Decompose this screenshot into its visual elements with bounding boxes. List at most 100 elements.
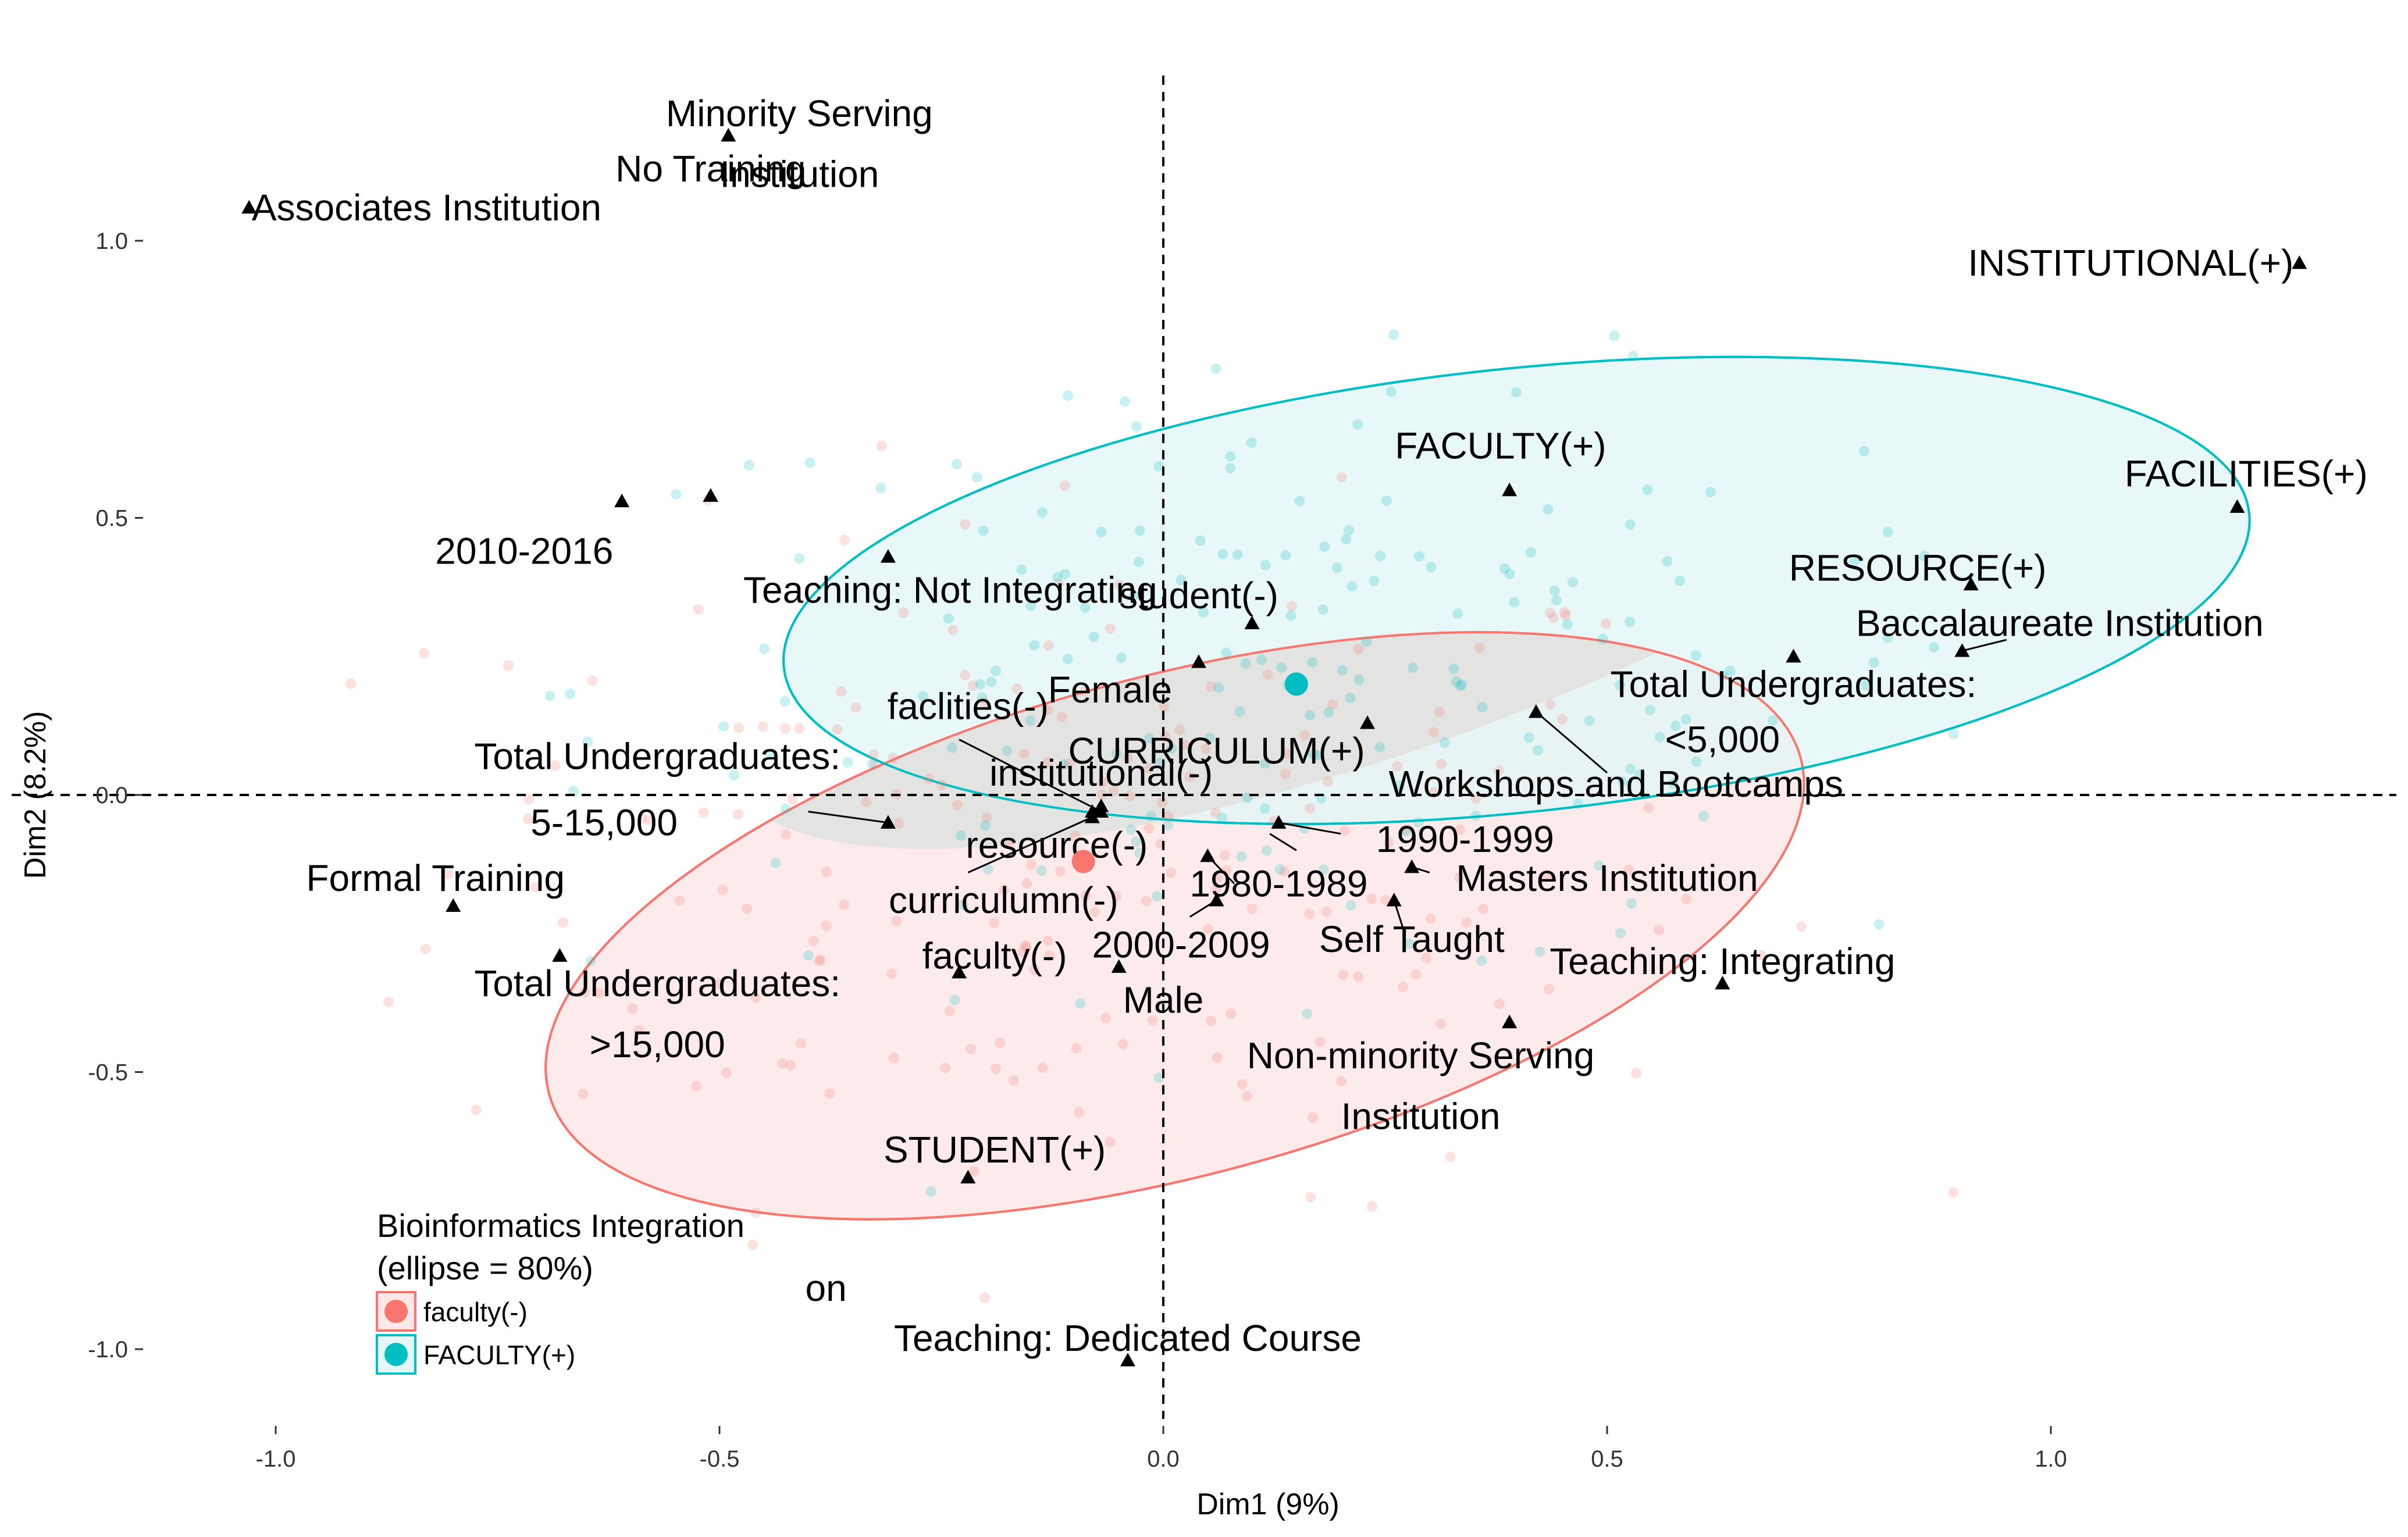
y-axis-title: Dim2 (8.2%) — [19, 711, 52, 879]
individual-point — [594, 987, 605, 998]
individual-point — [718, 721, 729, 732]
individual-point — [1344, 525, 1355, 536]
individual-point — [1321, 906, 1332, 917]
individual-point — [821, 866, 832, 878]
individual-point — [971, 472, 982, 483]
individual-point — [1020, 940, 1031, 951]
individual-point — [420, 944, 431, 955]
leader-line — [1962, 639, 2007, 652]
variable-marker — [1963, 576, 1979, 591]
variable-label-self-taught: Self Taught — [1319, 918, 1505, 960]
individual-point — [1352, 419, 1363, 430]
individual-point — [1200, 743, 1211, 754]
variable-label-5-000: <5,000 — [1665, 719, 1780, 761]
individual-point — [523, 813, 534, 824]
individual-point — [565, 688, 576, 699]
individual-point — [419, 648, 430, 659]
y-tick-label: 1.0 — [95, 229, 128, 254]
individual-point — [1043, 640, 1054, 651]
variable-label-female: Female — [1048, 669, 1172, 711]
variable-label-male: Male — [1123, 979, 1204, 1021]
individual-point — [982, 864, 993, 875]
individual-point — [1210, 363, 1221, 374]
individual-point — [949, 995, 960, 1006]
legend: Bioinformatics Integration (ellipse = 80… — [376, 1207, 745, 1375]
individual-point — [1318, 864, 1329, 875]
individual-point — [671, 488, 682, 500]
y-tick-label: 0.5 — [95, 506, 128, 532]
individual-point — [1075, 998, 1086, 1009]
individual-point — [1375, 551, 1386, 562]
individual-point — [443, 869, 454, 880]
individual-point — [998, 884, 1009, 895]
individual-point — [1526, 547, 1537, 558]
variable-label-institution: Institution — [1341, 1096, 1501, 1137]
variable-marker — [703, 488, 718, 502]
individual-point — [1662, 556, 1673, 567]
individual-point — [1435, 758, 1447, 769]
individual-point — [1304, 908, 1315, 919]
individual-point — [1317, 604, 1328, 615]
variable-label-2000-2009: 2000-2009 — [1092, 923, 1270, 965]
variable-marker — [721, 127, 736, 142]
individual-point — [1125, 824, 1137, 835]
individual-point — [1594, 860, 1605, 871]
individual-point — [1404, 938, 1415, 949]
individual-point — [1299, 730, 1310, 741]
individual-point — [1232, 549, 1243, 560]
individual-point — [1615, 928, 1626, 939]
individual-point — [1025, 601, 1036, 612]
individual-point — [947, 625, 959, 636]
individual-point — [1556, 714, 1568, 725]
individual-points — [345, 329, 1959, 1303]
individual-point — [795, 1038, 806, 1049]
individual-point — [1548, 612, 1559, 623]
individual-point — [1217, 812, 1228, 823]
individual-point — [1445, 1151, 1456, 1162]
individual-point — [989, 917, 1000, 928]
confidence-ellipses — [544, 355, 2251, 1221]
variable-marker — [1528, 704, 1544, 718]
variable-label-faculty: faculty(-) — [922, 935, 1067, 976]
variable-marker — [1084, 809, 1100, 823]
individual-point — [1410, 969, 1422, 980]
individual-point — [728, 769, 739, 780]
individual-point — [968, 1165, 979, 1176]
individual-point — [1315, 1036, 1326, 1047]
individual-point — [1080, 890, 1091, 901]
individual-point — [1341, 534, 1352, 545]
variable-marker — [1120, 1353, 1135, 1367]
variable-label-institutional: INSTITUTIONAL(+) — [1968, 242, 2293, 284]
individual-point — [785, 1060, 796, 1071]
individual-point — [1166, 867, 1177, 878]
individual-point — [1545, 608, 1556, 619]
individual-point — [1234, 706, 1245, 717]
individual-point — [1551, 595, 1562, 606]
variable-label-student: student(-) — [1119, 575, 1278, 616]
individual-point — [1336, 472, 1347, 483]
individual-point — [1036, 865, 1047, 876]
ellipse-border-faculty — [544, 631, 1805, 1221]
individual-point — [1080, 685, 1091, 696]
individual-point — [981, 812, 992, 823]
individual-point — [1011, 683, 1023, 694]
individual-point — [1509, 597, 1520, 608]
individual-point — [781, 829, 792, 840]
individual-point — [1225, 451, 1236, 462]
variable-label-faculty: FACULTY(+) — [1395, 425, 1606, 467]
individual-point — [979, 1292, 990, 1303]
individual-point — [1260, 758, 1271, 769]
individual-point — [1388, 329, 1399, 340]
individual-point — [1499, 563, 1510, 574]
individual-point — [1625, 519, 1636, 530]
individual-point — [1036, 507, 1048, 518]
individual-point — [995, 1037, 1006, 1049]
individual-point — [1285, 610, 1296, 621]
individual-point — [1654, 732, 1665, 743]
individual-point — [747, 1239, 758, 1250]
individual-point — [1533, 745, 1544, 756]
individual-point — [1184, 772, 1195, 783]
individual-point — [1063, 390, 1074, 401]
individual-point — [824, 1088, 835, 1099]
individual-point — [1584, 715, 1595, 726]
